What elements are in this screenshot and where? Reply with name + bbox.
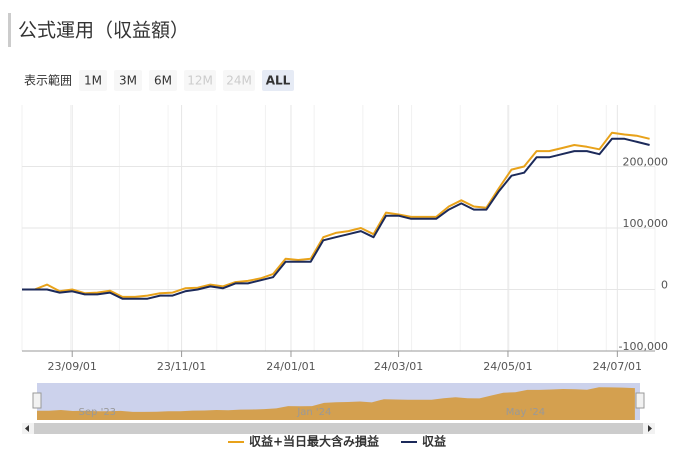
range-button-bg <box>184 70 216 91</box>
navigator-handle[interactable] <box>32 392 42 409</box>
y-tick-label: 0 <box>661 279 668 292</box>
range-button-label: 24M <box>226 74 252 88</box>
range-button-bg <box>262 70 294 91</box>
range-button[interactable]: 6M <box>149 70 177 91</box>
series-line <box>22 137 650 300</box>
title-bar <box>8 13 11 47</box>
navigator-handle[interactable] <box>635 392 645 409</box>
range-button-label: 1M <box>84 74 102 88</box>
range-button-bg <box>149 70 177 91</box>
range-button-bg <box>114 70 142 91</box>
navigator-label: Sep '23 <box>79 407 117 418</box>
range-button-bg <box>223 70 255 91</box>
range-button-label: 3M <box>119 74 137 88</box>
range-button[interactable]: 1M <box>79 70 107 91</box>
scrollbar-thumb[interactable] <box>34 423 643 434</box>
scroll-right <box>648 425 652 432</box>
legend-label: 収益 <box>422 434 446 449</box>
legend-label: 収益+当日最大含み損益 <box>249 434 379 449</box>
range-button-label: 6M <box>154 74 172 88</box>
navigator-label: Jan '24 <box>296 407 331 418</box>
x-tick-label: 24/07/01 <box>593 360 642 373</box>
navigator-label: May '24 <box>506 407 545 418</box>
legend-item[interactable]: 収益+当日最大含み損益 <box>228 434 379 449</box>
scroll-left <box>25 425 29 432</box>
range-button[interactable]: 3M <box>114 70 142 91</box>
y-tick-label: 100,000 <box>623 217 669 230</box>
chart-title: 公式運用（収益額） <box>18 20 189 42</box>
range-label: 表示範囲 <box>24 73 72 88</box>
range-button[interactable]: ALL <box>262 70 294 91</box>
y-tick-label: -100,000 <box>619 340 668 353</box>
legend-item[interactable]: 収益 <box>401 434 446 449</box>
series-line <box>22 131 650 298</box>
range-button-label: 12M <box>187 74 213 88</box>
x-tick-label: 24/03/01 <box>374 360 423 373</box>
x-tick-label: 23/11/01 <box>157 360 206 373</box>
range-button: 12M <box>184 70 216 91</box>
range-button-label: ALL <box>266 74 291 88</box>
range-button: 24M <box>223 70 255 91</box>
y-tick-label: 200,000 <box>623 156 669 169</box>
navigator-area <box>37 387 635 420</box>
x-tick-label: 24/05/01 <box>483 360 532 373</box>
x-tick-label: 23/09/01 <box>48 360 97 373</box>
x-tick-label: 24/01/01 <box>266 360 315 373</box>
range-button-bg <box>79 70 107 91</box>
